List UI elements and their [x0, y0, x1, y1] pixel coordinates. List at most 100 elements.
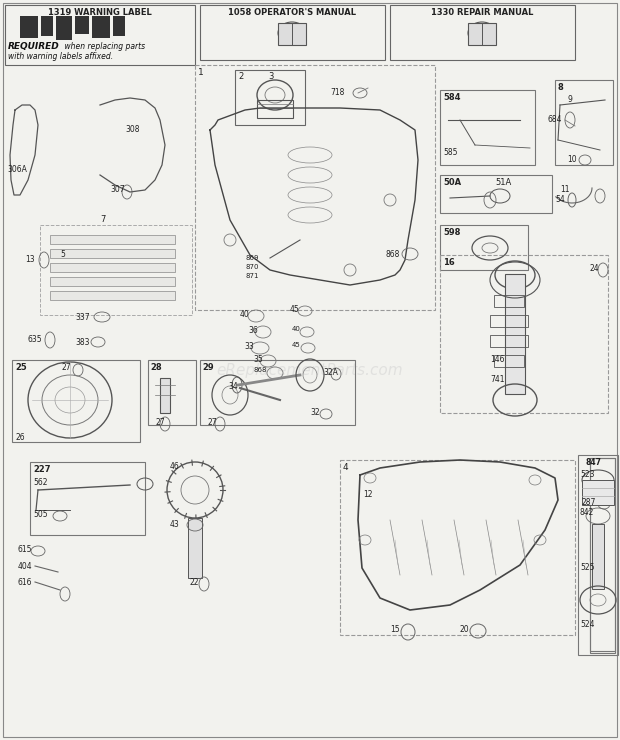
Text: 29: 29 [202, 363, 214, 372]
Bar [30, 462, 145, 535]
Text: 585: 585 [443, 148, 458, 157]
Bar [50, 249, 175, 258]
Text: 33: 33 [244, 342, 254, 351]
Text: 50A: 50A [443, 178, 461, 187]
Bar [75, 16, 89, 34]
Bar [188, 518, 202, 578]
Text: 2: 2 [238, 72, 243, 81]
Text: 3: 3 [268, 72, 273, 81]
Text: 27: 27 [155, 418, 165, 427]
Text: 287: 287 [582, 498, 596, 507]
Text: 45: 45 [290, 305, 299, 314]
Text: 1058 OPERATOR'S MANUAL: 1058 OPERATOR'S MANUAL [228, 8, 356, 17]
Bar [440, 255, 608, 413]
Text: 598: 598 [443, 228, 461, 237]
Bar [555, 80, 613, 165]
Text: REQUIRED: REQUIRED [8, 42, 60, 51]
Text: 4: 4 [343, 463, 348, 472]
Bar [440, 225, 528, 270]
Text: 871: 871 [246, 273, 260, 279]
Bar [590, 458, 615, 653]
Text: 32A: 32A [323, 368, 338, 377]
Text: 584: 584 [443, 93, 461, 102]
Bar [50, 235, 175, 244]
Text: when replacing parts: when replacing parts [62, 42, 145, 51]
Text: 383: 383 [75, 338, 89, 347]
Text: 32: 32 [310, 408, 320, 417]
Text: 1330 REPAIR MANUAL: 1330 REPAIR MANUAL [431, 8, 533, 17]
Bar [40, 225, 192, 315]
Bar [92, 16, 110, 38]
Text: 27: 27 [62, 363, 72, 372]
Text: 34: 34 [228, 382, 237, 391]
Text: 43: 43 [170, 520, 180, 529]
Text: 505: 505 [33, 510, 48, 519]
Text: eReplacementParts.com: eReplacementParts.com [216, 363, 404, 377]
Text: 227: 227 [33, 465, 50, 474]
Text: 28: 28 [150, 363, 162, 372]
Text: 36: 36 [248, 326, 258, 335]
Text: 842: 842 [580, 508, 595, 517]
Bar [235, 70, 305, 125]
Bar [56, 16, 72, 40]
Text: 22: 22 [190, 578, 200, 587]
Bar [440, 175, 552, 213]
Text: 12: 12 [363, 490, 373, 499]
Bar [257, 100, 293, 118]
Text: 8: 8 [558, 83, 564, 92]
Text: 146: 146 [490, 355, 505, 364]
Text: 306A: 306A [7, 165, 27, 174]
Text: 13: 13 [25, 255, 35, 264]
Bar [200, 5, 385, 60]
Text: with warning labels affixed.: with warning labels affixed. [8, 52, 113, 61]
Text: 54: 54 [555, 195, 565, 204]
Text: 615: 615 [18, 545, 32, 554]
Text: 868: 868 [253, 367, 267, 373]
Bar [590, 458, 615, 651]
Text: 10: 10 [567, 155, 577, 164]
Text: 11: 11 [560, 185, 570, 194]
Bar [50, 277, 175, 286]
Bar [148, 360, 196, 425]
Bar [50, 263, 175, 272]
Text: 337: 337 [75, 313, 90, 322]
Text: 524: 524 [580, 620, 595, 629]
Bar [195, 65, 435, 310]
Bar [5, 5, 195, 65]
Text: 868: 868 [386, 250, 401, 259]
Text: 1319 WARNING LABEL: 1319 WARNING LABEL [48, 8, 152, 17]
Bar [490, 335, 528, 347]
Text: 562: 562 [33, 478, 48, 487]
Bar [468, 23, 496, 45]
Bar [490, 315, 528, 327]
Text: 718: 718 [330, 88, 344, 97]
Text: 7: 7 [100, 215, 105, 224]
Text: 51A: 51A [495, 178, 512, 187]
Text: 9: 9 [567, 95, 572, 104]
Text: 25: 25 [15, 363, 27, 372]
Bar [505, 274, 525, 394]
Bar [592, 524, 604, 589]
Text: 5: 5 [60, 250, 65, 259]
Bar [200, 360, 355, 425]
Text: 1: 1 [198, 68, 204, 77]
Bar [390, 5, 575, 60]
Text: 26: 26 [15, 433, 25, 442]
Text: 40: 40 [292, 326, 301, 332]
Text: 847: 847 [585, 458, 601, 467]
Bar [340, 460, 575, 635]
Bar [494, 355, 524, 367]
Text: 616: 616 [18, 578, 32, 587]
Bar [578, 455, 618, 655]
Text: 525: 525 [580, 563, 595, 572]
Bar [50, 291, 175, 300]
Text: 635: 635 [28, 335, 43, 344]
Text: 308: 308 [125, 125, 140, 134]
Bar [160, 378, 170, 413]
Text: 24: 24 [590, 264, 600, 273]
Bar [113, 16, 125, 36]
Text: 741: 741 [490, 375, 505, 384]
Text: 27: 27 [207, 418, 216, 427]
Text: 35: 35 [253, 355, 263, 364]
Text: 523: 523 [580, 470, 595, 479]
